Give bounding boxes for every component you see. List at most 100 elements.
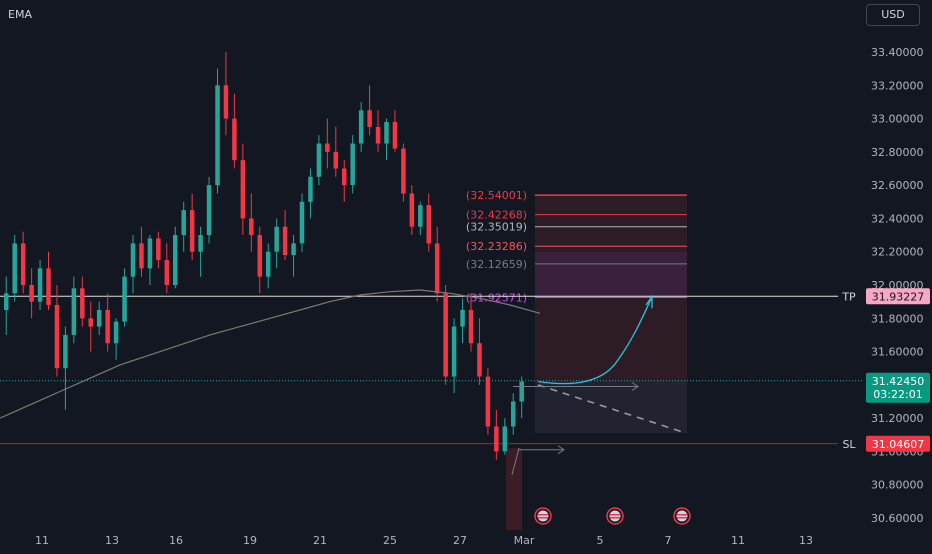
candle-body	[460, 309, 465, 327]
candle	[426, 193, 431, 252]
candle-body	[325, 143, 330, 152]
candle-body	[384, 121, 389, 144]
candle	[384, 118, 389, 161]
candle	[240, 143, 246, 236]
candle-body	[392, 121, 398, 149]
candle	[358, 101, 364, 152]
candles	[4, 52, 524, 460]
candle	[198, 226, 203, 277]
candle-body	[20, 243, 26, 285]
time-axis[interactable]: 11 13 16 19 21 25 27 Mar 5 7 11 13	[35, 534, 813, 547]
candle-body	[12, 243, 17, 294]
candle-body	[130, 243, 136, 277]
candle	[139, 226, 144, 277]
arrow-head-lower	[557, 445, 565, 455]
candle	[477, 318, 482, 385]
candle	[409, 185, 415, 236]
candle-body	[418, 205, 423, 227]
candle-body	[4, 293, 9, 310]
sl-price-label-bg	[866, 435, 930, 452]
countdown-text: 03:22:01	[873, 388, 922, 401]
candle-body	[519, 381, 524, 402]
candle	[392, 110, 398, 152]
candle-body	[426, 205, 431, 244]
candle-body	[291, 243, 296, 256]
price-tick-label: 33.40000	[871, 46, 924, 59]
time-tick-label: 16	[169, 534, 183, 547]
event-flag-stripe	[677, 517, 687, 519]
fib-zone-box	[535, 251, 687, 297]
candle-body	[265, 251, 271, 277]
tp-price-label: 31.93227	[866, 288, 930, 305]
event-flag-stripe	[538, 514, 548, 516]
price-tick-label: 32.80000	[871, 146, 924, 159]
candle	[401, 143, 406, 202]
candle-body	[434, 243, 440, 294]
candle	[468, 293, 474, 352]
candle	[367, 85, 372, 136]
time-tick-label: 19	[243, 534, 257, 547]
price-tick-label: 31.20000	[871, 412, 924, 425]
candle	[46, 251, 51, 310]
fib-level-label: (31.92571)	[466, 291, 527, 304]
target-zone-box	[535, 195, 687, 381]
price-tick-label: 32.40000	[871, 212, 924, 225]
candle-body	[502, 426, 508, 452]
candle	[274, 218, 279, 269]
fib-lines: (32.54001) (32.42268)(32.35019) (32.23286)…	[466, 189, 687, 304]
candle-body	[409, 193, 415, 227]
candle	[54, 285, 60, 377]
candle	[308, 168, 313, 219]
candle	[88, 301, 93, 352]
candle-body	[113, 321, 119, 344]
candle-body	[71, 288, 77, 335]
candle	[443, 285, 448, 385]
candle	[511, 393, 516, 435]
candle	[333, 126, 339, 177]
tp-price-label-bg	[866, 288, 930, 305]
candle	[232, 93, 237, 169]
candle-body	[485, 376, 491, 427]
time-tick-label: 5	[597, 534, 604, 547]
candle	[130, 235, 136, 294]
candle	[434, 226, 440, 302]
candle-body	[477, 343, 482, 377]
time-tick-label: 25	[383, 534, 397, 547]
tp-tag: TP	[841, 290, 856, 303]
event-flag-stripe	[677, 514, 687, 516]
candle	[189, 193, 195, 261]
time-tick-label: Mar	[514, 534, 535, 547]
price-axis[interactable]: 33.40000 33.20000 33.00000 32.80000 32.60000…	[871, 46, 924, 525]
candle-body	[308, 176, 313, 202]
candle	[181, 201, 186, 252]
candle-body	[206, 185, 212, 236]
candle	[206, 176, 212, 244]
candle-body	[54, 304, 60, 369]
indicator-label[interactable]: EMA	[8, 8, 32, 21]
price-tick-label: 30.60000	[871, 512, 924, 525]
candle	[96, 301, 102, 335]
economic-event-flag-icon	[673, 507, 691, 525]
candle	[342, 160, 347, 202]
price-tick-label: 33.20000	[871, 79, 924, 92]
currency-button[interactable]: USD	[866, 4, 920, 26]
candle	[122, 268, 127, 327]
fib-level-label: (32.23286)	[466, 240, 527, 253]
price-tick-label: 31.60000	[871, 346, 924, 359]
candle	[223, 52, 229, 136]
candle	[418, 201, 423, 236]
event-flag-stripe	[610, 514, 620, 516]
candle-body	[511, 401, 516, 427]
candle	[325, 118, 330, 169]
time-tick-label: 11	[35, 534, 49, 547]
price-tick-label: 33.00000	[871, 113, 924, 126]
candle	[494, 409, 499, 460]
candle	[29, 268, 34, 319]
trade-boxes	[506, 195, 687, 530]
candle	[316, 135, 322, 186]
candle-body	[223, 85, 229, 119]
event-flag-face	[609, 510, 621, 522]
